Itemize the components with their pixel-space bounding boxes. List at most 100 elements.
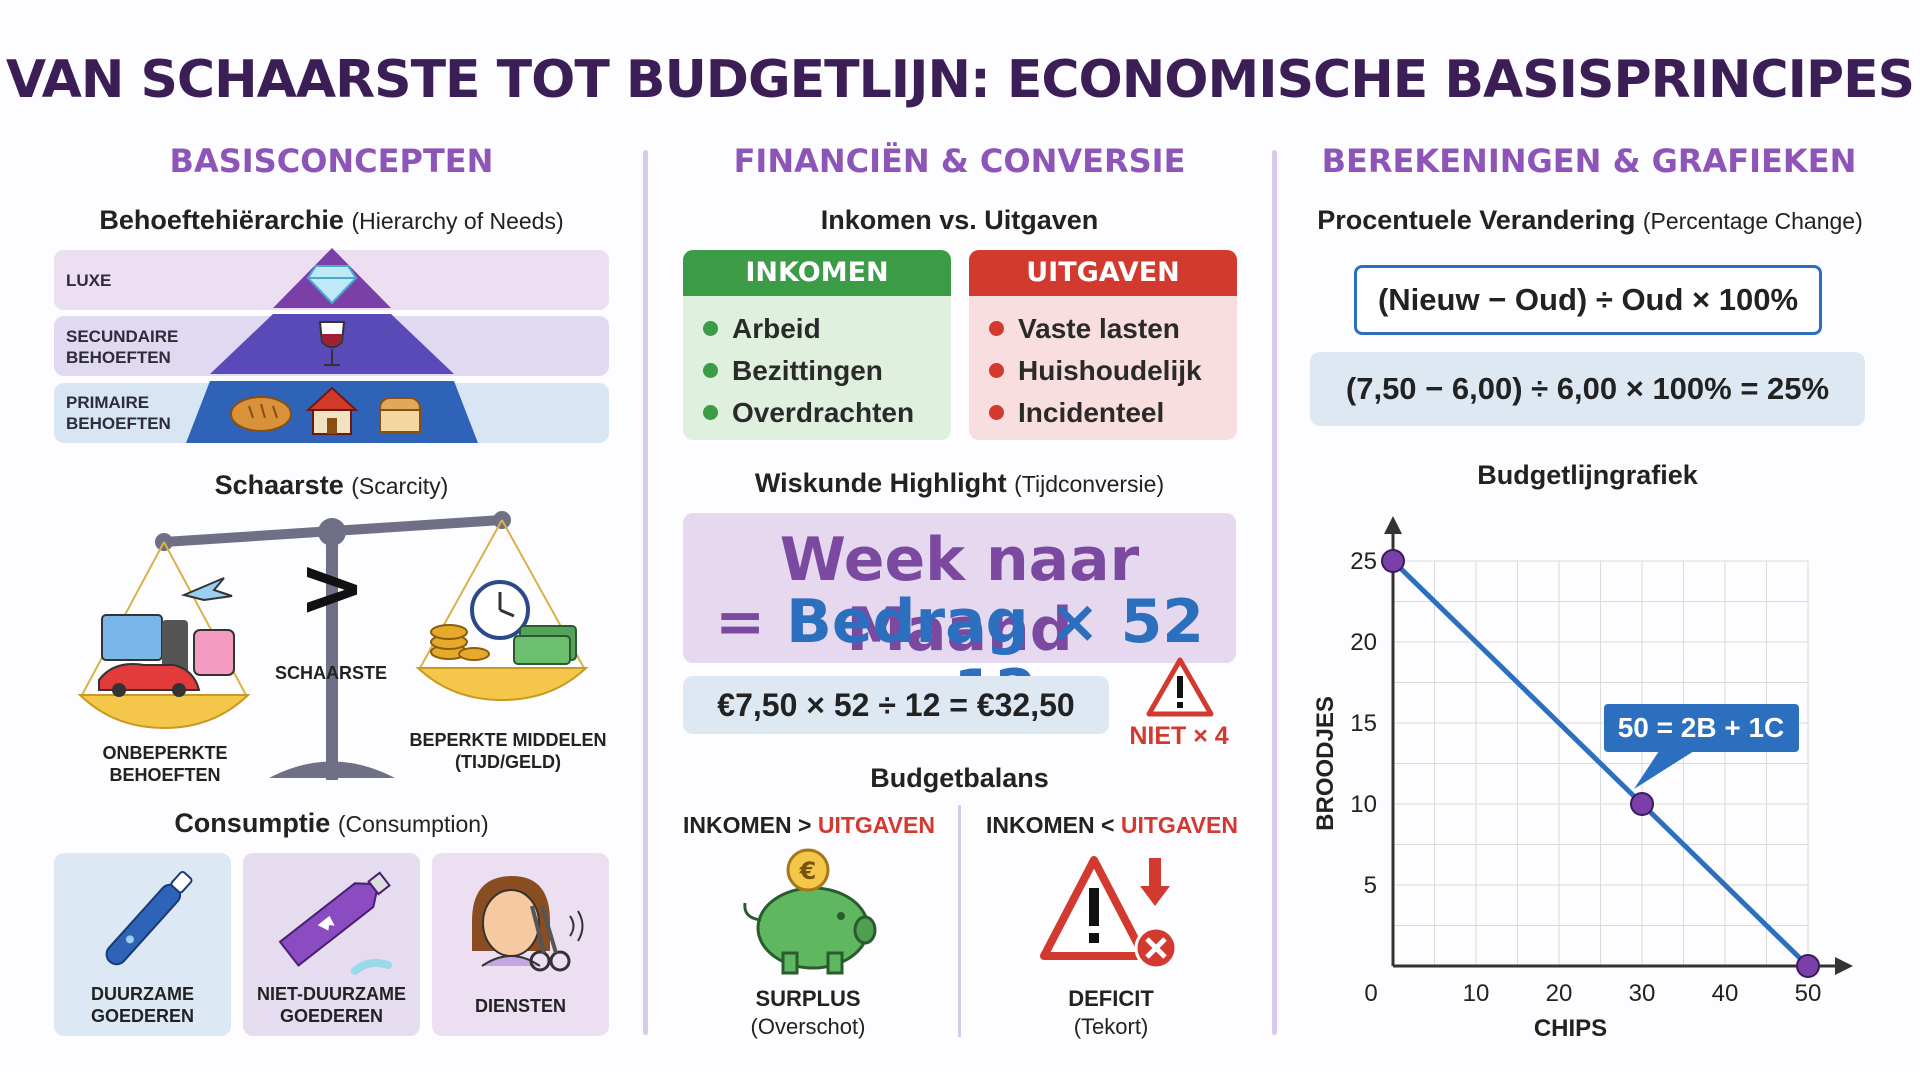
y-axis-label: BROODJES xyxy=(1312,696,1339,831)
budget-line-chart-title: Budgetlijngrafiek xyxy=(1477,460,1698,490)
x-tick-label: 10 xyxy=(1463,980,1490,1007)
surplus-caption: SURPLUS (Overschot) xyxy=(683,985,933,1041)
scarcity-title: Schaarste (Scarcity) xyxy=(54,470,609,501)
income-item-text: Overdrachten xyxy=(732,397,915,428)
expense-item-text: Huishoudelijk xyxy=(1018,355,1202,386)
list-item: Huishoudelijk xyxy=(989,350,1237,392)
needs-pyramid xyxy=(186,248,478,443)
needs-title-en: (Hierarchy of Needs) xyxy=(351,208,564,234)
card-nondurable-goods: NIET-DUURZAME GOEDEREN xyxy=(243,853,420,1036)
bullet-dot xyxy=(989,321,1004,336)
limited-resources-line1: BEPERKTE MIDDELEN xyxy=(409,730,607,750)
x-tick-label: 20 xyxy=(1546,980,1573,1007)
income-list: Arbeid Bezittingen Overdrachten xyxy=(683,296,951,434)
svg-text:€: € xyxy=(799,857,817,885)
surplus-condition-b: UITGAVEN xyxy=(817,812,935,838)
income-item-text: Arbeid xyxy=(732,313,821,344)
card-nondurable-label: NIET-DUURZAME GOEDEREN xyxy=(243,983,420,1027)
y-axis-arrow xyxy=(1384,516,1402,534)
scarcity-scale: > xyxy=(77,511,589,780)
svg-text:>: > xyxy=(298,541,365,634)
needs-title-text: Behoeftehiërarchie xyxy=(99,205,344,235)
toothbrush-icon xyxy=(105,871,193,966)
expenses-box: UITGAVEN Vaste lasten Huishoudelijk Inci… xyxy=(969,250,1237,440)
loaf-icon xyxy=(379,397,421,433)
card-durable-line2: GOEDEREN xyxy=(90,1006,195,1026)
annotation-bubble xyxy=(1604,704,1799,752)
pct-title-text: Procentuele Verandering xyxy=(1317,205,1636,235)
list-item: Arbeid xyxy=(703,308,951,350)
math-highlight-title: Wiskunde Highlight (Tijdconversie) xyxy=(683,468,1236,499)
scarcity-title-en: (Scarcity) xyxy=(351,473,449,499)
expenses-header: UITGAVEN xyxy=(969,250,1237,296)
card-services: DIENSTEN xyxy=(432,853,609,1036)
deficit-caption-sub: (Tekort) xyxy=(1073,1014,1149,1039)
conversion-example: €7,50 × 52 ÷ 12 = €32,50 xyxy=(683,676,1109,734)
unlimited-wants-line1: ONBEPERKTE xyxy=(102,743,228,763)
list-item: Incidenteel xyxy=(989,392,1237,434)
y-tick-label: 15 xyxy=(1350,710,1377,737)
y-tick-label: 5 xyxy=(1364,872,1377,899)
bullet-dot xyxy=(703,363,718,378)
data-point xyxy=(1381,549,1405,573)
expense-item-text: Vaste lasten xyxy=(1018,313,1180,344)
annotation-pointer xyxy=(1634,751,1694,789)
level-primair-line2: BEHOEFTEN xyxy=(66,414,171,433)
pct-change-title: Procentuele Verandering (Percentage Chan… xyxy=(1290,205,1890,236)
wants-pile-icon xyxy=(98,577,235,697)
level-primair: PRIMAIRE BEHOEFTEN xyxy=(66,392,171,434)
level-secundair-line1: SECUNDAIRE xyxy=(66,327,179,346)
unlimited-wants-line2: BEHOEFTEN xyxy=(109,765,221,785)
card-nondurable-line2: GOEDEREN xyxy=(279,1006,384,1026)
x-tick-label: 30 xyxy=(1629,980,1656,1007)
list-item: Vaste lasten xyxy=(989,308,1237,350)
house-icon xyxy=(305,386,359,435)
column-divider-left xyxy=(643,150,648,1035)
card-services-label: DIENSTEN xyxy=(474,996,566,1016)
week-to-month-box: Week naar Maand = Bedrag × 52 ÷ 12 xyxy=(683,513,1236,727)
deficit-caption-title: DEFICIT xyxy=(1068,986,1154,1011)
pct-change-formula: (Nieuw − Oud) ÷ Oud × 100% xyxy=(1354,265,1822,335)
hairdresser-icon xyxy=(472,876,584,972)
income-vs-expenses-title: Inkomen vs. Uitgaven xyxy=(820,205,1099,235)
scarcity-title-text: Schaarste xyxy=(214,470,344,500)
math-title-paren: (Tijdconversie) xyxy=(1014,471,1165,497)
card-durable-line1: DUURZAME xyxy=(91,984,194,1004)
diamond-icon xyxy=(306,265,358,305)
bullet-dot xyxy=(703,405,718,420)
surplus-caption-title: SURPLUS xyxy=(755,986,861,1011)
heading-berekeningen: BEREKENINGEN & GRAFIEKEN xyxy=(1321,142,1857,180)
pct-change-example: (7,50 − 6,00) ÷ 6,00 × 100% = 25% xyxy=(1310,352,1865,426)
heading-financien: FINANCIËN & CONVERSIE xyxy=(733,142,1186,180)
resources-pile-icon xyxy=(430,580,577,665)
data-point xyxy=(1630,792,1654,816)
level-luxe: LUXE xyxy=(66,271,112,290)
surplus-condition-a: INKOMEN > xyxy=(683,812,818,838)
week-to-month-line1: Week naar Maand xyxy=(779,525,1140,665)
y-tick-label: 10 xyxy=(1350,791,1377,818)
budget-equation-label: 50 = 2B + 1C xyxy=(1618,712,1785,743)
list-item: Bezittingen xyxy=(703,350,951,392)
expenses-list: Vaste lasten Huishoudelijk Incidenteel xyxy=(969,296,1237,434)
y-tick-label: 25 xyxy=(1350,548,1377,575)
needs-title: Behoeftehiërarchie (Hierarchy of Needs) xyxy=(54,205,609,236)
budget-line-chart: 0 10 20 30 40 50 5 10 15 20 25 CHIPS BROODJES 50 = 2B… xyxy=(1312,516,1853,1042)
balance-divider xyxy=(958,805,961,1037)
deficit-warning-icon xyxy=(1040,856,1178,970)
card-durable-label: DUURZAME GOEDEREN xyxy=(54,983,231,1027)
math-title-text: Wiskunde Highlight xyxy=(754,468,1007,498)
data-point xyxy=(1796,954,1820,978)
x-axis-arrow xyxy=(1835,957,1853,975)
toothpaste-icon xyxy=(278,871,392,975)
column-divider-right xyxy=(1272,150,1277,1035)
level-secundair: SECUNDAIRE BEHOEFTEN xyxy=(66,326,178,368)
consumption-title-en: (Consumption) xyxy=(337,811,489,837)
heading-basisconcepten: BASISCONCEPTEN xyxy=(169,142,494,180)
deficit-condition-a: INKOMEN < xyxy=(986,812,1121,838)
x-tick-label: 40 xyxy=(1712,980,1739,1007)
limited-resources-line2: (TIJD/GELD) xyxy=(455,752,561,772)
budget-balance-title: Budgetbalans xyxy=(870,763,1049,793)
list-item: Overdrachten xyxy=(703,392,951,434)
deficit-condition-b: UITGAVEN xyxy=(1120,812,1238,838)
income-item-text: Bezittingen xyxy=(732,355,883,386)
